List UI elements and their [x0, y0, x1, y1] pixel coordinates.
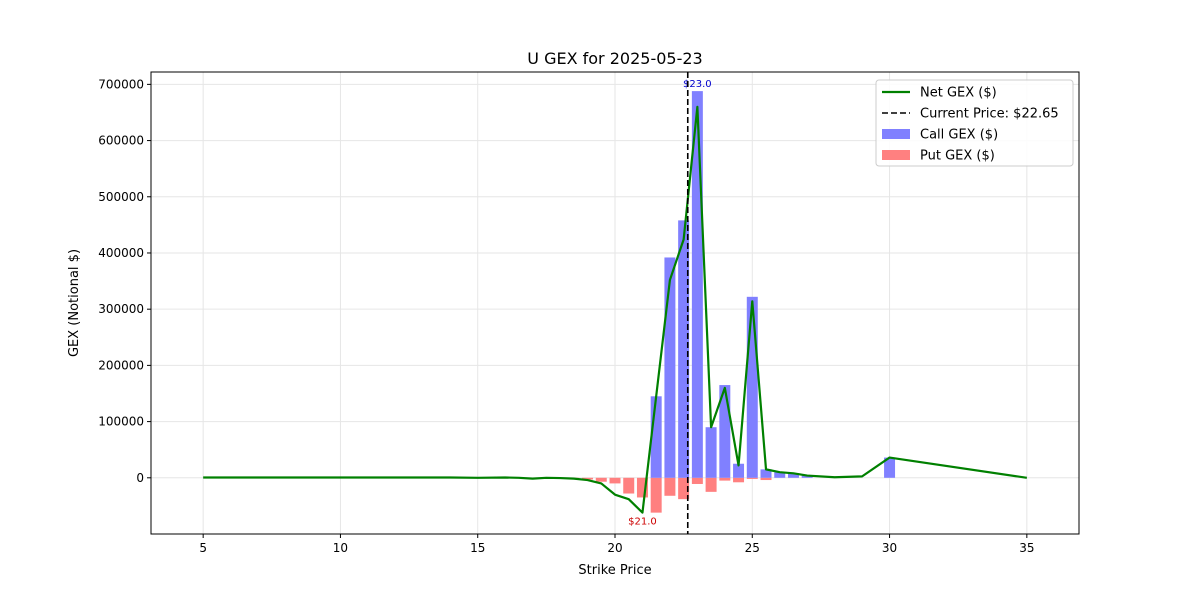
call-gex-bar: [691, 91, 703, 478]
put-gex-bar: [623, 477, 635, 494]
x-tick-label: 10: [333, 541, 348, 555]
max-put-strike-label: $21.0: [628, 517, 657, 528]
put-gex-bar: [678, 477, 690, 500]
y-tick-label: 0: [136, 471, 144, 485]
legend-box: [875, 79, 1074, 167]
y-axis-label: GEX (Notional $): [67, 249, 82, 357]
legend-label: Current Price: $22.65: [920, 107, 1059, 122]
y-tick-label: 100000: [98, 415, 144, 429]
put-gex-bar: [636, 477, 648, 498]
put-gex-bar: [664, 477, 676, 496]
legend-swatch-patch: [882, 150, 910, 160]
chart-title: U GEX for 2025-05-23: [527, 49, 702, 68]
put-gex-bar: [746, 477, 758, 479]
legend: Net GEX ($) Current Price: $22.65 Call GEX…: [875, 79, 1074, 167]
put-gex-bar: [582, 477, 594, 480]
call-gex-bar: [787, 473, 799, 478]
y-tick-label: 500000: [98, 190, 144, 204]
legend-label: Net GEX ($): [920, 86, 997, 101]
axes-layer: 5 10 15 20 25 30 35 0 100000 200000 300000 400000 50…: [98, 71, 1080, 555]
call-gex-bar: [801, 475, 813, 478]
put-gex-bar: [760, 477, 772, 481]
call-gex-bar: [746, 296, 758, 478]
max-call-strike-label: $23.0: [683, 79, 712, 90]
put-gex-bar: [650, 477, 662, 513]
call-gex-bar: [884, 457, 896, 478]
bars-layer: $23.0 $21.0: [568, 79, 896, 528]
y-tick-label: 400000: [98, 246, 144, 260]
x-tick-label: 15: [470, 541, 485, 555]
y-tick-label: 300000: [98, 302, 144, 316]
put-gex-bar: [691, 477, 703, 484]
x-tick-label: 35: [1019, 541, 1034, 555]
put-gex-bar: [595, 477, 607, 482]
net-gex-line: [203, 105, 1027, 514]
call-gex-bar: [760, 469, 772, 478]
x-tick-label: 25: [745, 541, 760, 555]
call-gex-bar: [650, 396, 662, 478]
call-gex-bar: [678, 220, 690, 478]
legend-label: Call GEX ($): [920, 128, 998, 143]
x-tick-label: 30: [882, 541, 897, 555]
call-gex-bar: [705, 427, 717, 478]
x-tick-label: 5: [199, 541, 207, 555]
y-tick-label: 600000: [98, 134, 144, 148]
x-tick-label: 20: [607, 541, 622, 555]
call-gex-bar: [664, 257, 676, 478]
net-gex-layer: [203, 72, 1027, 534]
legend-swatch-patch: [882, 129, 910, 139]
x-axis-label: Strike Price: [578, 563, 651, 578]
call-gex-bar: [774, 472, 786, 478]
call-gex-bar: [719, 385, 731, 478]
y-tick-label: 700000: [98, 77, 144, 91]
y-tick-label: 200000: [98, 358, 144, 372]
call-gex-bar: [733, 463, 745, 478]
put-gex-bar: [705, 477, 717, 492]
put-gex-bar: [719, 477, 731, 481]
legend-label: Put GEX ($): [920, 149, 995, 164]
put-gex-bar: [609, 477, 621, 484]
put-gex-bar: [733, 477, 745, 483]
